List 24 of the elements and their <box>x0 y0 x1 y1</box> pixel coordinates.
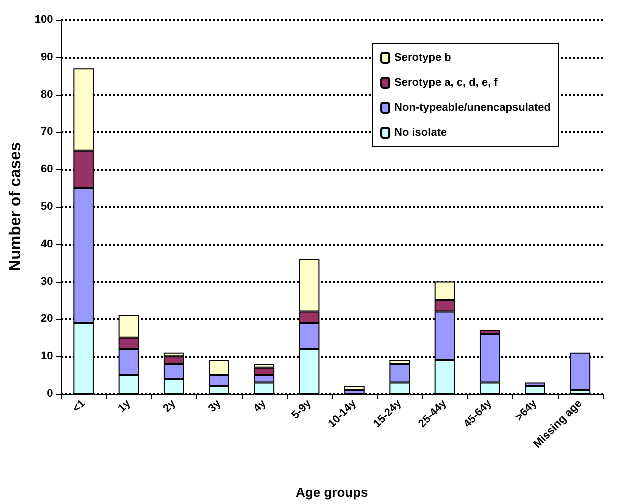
y-tick-label: 30 <box>41 276 54 288</box>
legend-label: Serotype a, c, d, e, f <box>394 77 498 89</box>
y-tick-label: 60 <box>41 164 54 176</box>
x-tick-label: 1y <box>116 397 134 415</box>
x-tick-label: 3y <box>206 397 224 415</box>
legend-label: Serotype b <box>394 52 452 64</box>
x-tick-label: <1 <box>70 398 88 416</box>
legend-label: Non-typeable/unencapsulated <box>394 102 552 114</box>
x-axis-title: Age groups <box>296 485 368 500</box>
y-tick-label: 80 <box>41 88 54 101</box>
y-tick-label: 0 <box>47 388 54 400</box>
y-tick-label: 50 <box>41 201 54 213</box>
x-tick-label: 5-9y <box>290 397 314 422</box>
x-tick-label: 2y <box>161 397 179 415</box>
y-tick-label: 100 <box>34 14 54 26</box>
legend-label: No isolate <box>394 127 448 139</box>
y-tick-label: 20 <box>41 313 54 326</box>
y-tick-label: 40 <box>41 238 54 250</box>
y-tick-label: 70 <box>41 126 54 138</box>
y-axis-title: Number of cases <box>8 142 24 272</box>
y-tick-label: 10 <box>41 350 54 363</box>
bar <box>344 386 365 390</box>
y-tick-label: 90 <box>41 51 54 64</box>
x-tick-label: 4y <box>252 397 270 415</box>
